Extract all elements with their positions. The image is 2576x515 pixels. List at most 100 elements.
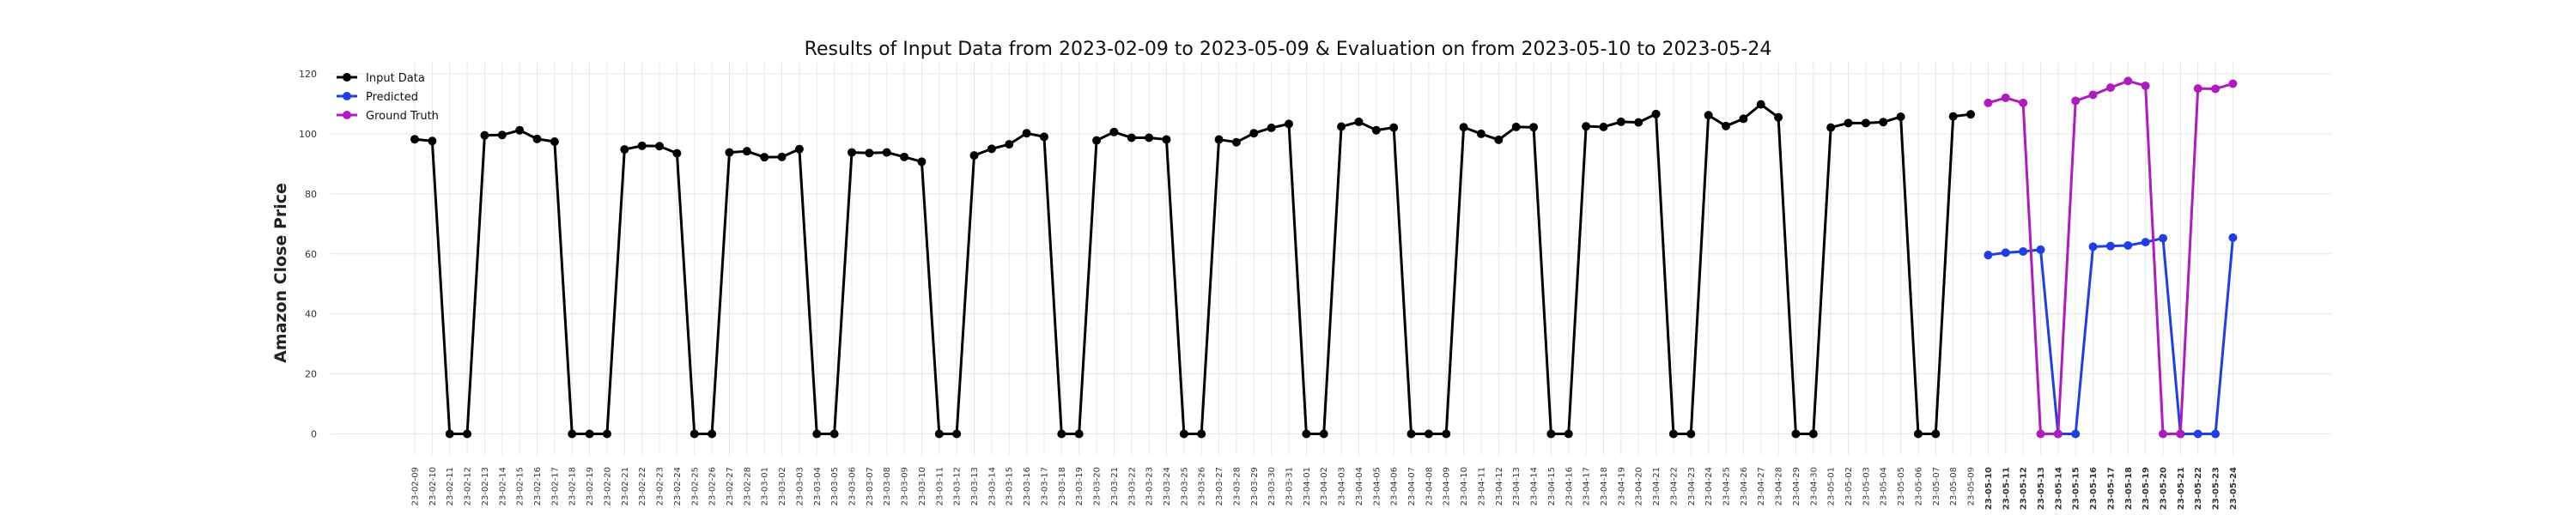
data-point [1145, 133, 1154, 142]
x-tick-label: 23-05-17 [2106, 467, 2116, 510]
series-line [414, 103, 1971, 436]
data-point [934, 429, 944, 439]
data-point [2036, 245, 2045, 254]
x-tick-label: 23-04-30 [1809, 467, 1819, 506]
data-point [1459, 123, 1468, 132]
x-tick-label: 23-05-16 [2089, 467, 2099, 510]
data-point [1022, 129, 1031, 138]
data-point [1896, 112, 1905, 121]
data-point [1808, 429, 1818, 439]
data-point [794, 144, 804, 154]
x-tick-label: 23-05-11 [2002, 467, 2011, 510]
x-tick-label: 23-05-10 [1984, 467, 1994, 510]
x-tick-label: 23-05-06 [1914, 467, 1923, 506]
data-point [690, 429, 699, 439]
x-tick-label: 23-02-16 [533, 467, 543, 506]
data-point [1756, 100, 1765, 109]
data-point [1564, 429, 1573, 439]
data-point [2001, 93, 2010, 102]
data-point [2159, 233, 2167, 243]
data-point [532, 134, 542, 143]
data-point [812, 429, 822, 439]
data-point [969, 151, 979, 161]
x-tick-label: 23-03-23 [1145, 467, 1155, 506]
x-tick-label: 23-04-25 [1722, 467, 1732, 506]
x-tick-label: 23-05-01 [1827, 467, 1837, 506]
data-point [1424, 429, 1433, 439]
data-point [463, 429, 472, 439]
y-tick-label: 40 [305, 309, 317, 320]
data-point [848, 148, 856, 157]
data-point [497, 130, 507, 140]
legend-label: Ground Truth [366, 110, 439, 123]
x-tick-label: 23-03-17 [1040, 467, 1049, 506]
data-point [1179, 429, 1188, 439]
data-point [1984, 98, 1993, 107]
x-tick-label: 23-04-29 [1792, 467, 1801, 506]
y-tick-label: 80 [305, 189, 317, 200]
data-point [1162, 135, 1171, 144]
data-point [1722, 121, 1730, 130]
x-tick-label: 23-04-16 [1564, 467, 1574, 506]
data-point [1319, 429, 1328, 439]
y-tick-label: 0 [311, 429, 317, 440]
legend-marker [343, 111, 351, 119]
data-point [1197, 429, 1206, 439]
data-point [1285, 119, 1293, 129]
x-tick-label: 23-02-19 [586, 467, 595, 506]
data-point [1127, 133, 1136, 142]
x-tick-label: 23-03-20 [1093, 467, 1103, 506]
data-point [987, 144, 996, 154]
data-point [1599, 122, 1608, 131]
x-axis-ticks: 23-02-09 23-02-10 23-02-11 23-02-12 23-02-13… [411, 467, 2239, 510]
data-point [1616, 117, 1625, 126]
x-tick-label: 23-04-17 [1583, 467, 1592, 506]
x-tick-label: 23-03-07 [866, 467, 875, 506]
data-point [760, 153, 769, 162]
x-tick-label: 23-03-01 [761, 467, 770, 506]
data-point [1354, 117, 1364, 126]
data-point [655, 142, 665, 151]
data-point [637, 141, 647, 150]
data-point [568, 429, 577, 439]
data-point [620, 145, 629, 154]
data-point [2123, 240, 2133, 250]
data-point [1546, 429, 1556, 439]
series-ground-truth [1984, 76, 2238, 439]
x-tick-label: 23-05-09 [1967, 467, 1977, 506]
data-point [2123, 76, 2133, 86]
x-tick-label: 23-04-27 [1757, 467, 1766, 506]
x-tick-label: 23-04-18 [1600, 467, 1609, 506]
data-point [952, 429, 962, 439]
data-point [2088, 242, 2098, 251]
x-tick-label: 23-02-12 [464, 467, 473, 506]
y-tick-label: 60 [305, 249, 317, 260]
data-point [1406, 429, 1416, 439]
x-tick-label: 23-02-28 [743, 467, 752, 506]
x-tick-label: 23-03-08 [883, 467, 892, 506]
data-point [1966, 110, 1976, 119]
x-tick-label: 23-05-24 [2229, 467, 2239, 510]
x-tick-label: 23-04-12 [1495, 467, 1504, 506]
x-tick-label: 23-03-26 [1198, 467, 1207, 506]
data-point [2019, 98, 2028, 107]
data-point [445, 429, 454, 439]
legend-marker [343, 92, 351, 100]
x-tick-label: 23-03-31 [1285, 467, 1295, 506]
data-point [602, 429, 611, 439]
legend-label: Input Data [366, 72, 425, 85]
data-point [2141, 81, 2150, 90]
data-point [2176, 429, 2185, 439]
data-point [1249, 129, 1259, 138]
data-point [2053, 429, 2063, 439]
data-point [410, 135, 419, 144]
x-tick-label: 23-03-12 [953, 467, 963, 506]
data-point [2141, 238, 2150, 247]
x-tick-label: 23-05-19 [2142, 467, 2151, 510]
x-tick-label: 23-04-15 [1547, 467, 1557, 506]
data-point [1634, 118, 1643, 127]
x-tick-label: 23-04-19 [1617, 467, 1626, 506]
x-tick-label: 23-05-12 [2020, 467, 2029, 510]
x-tick-label: 23-05-14 [2054, 467, 2063, 510]
x-tick-label: 23-04-05 [1372, 467, 1382, 506]
